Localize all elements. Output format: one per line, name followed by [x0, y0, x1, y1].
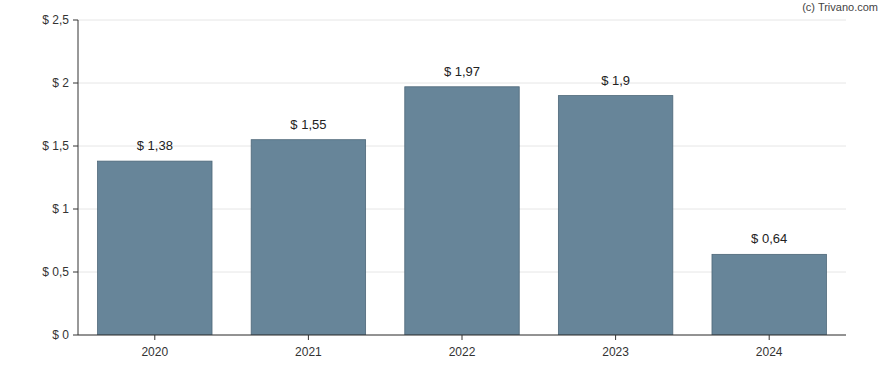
- annotation: (c) Trivano.com: [802, 1, 878, 13]
- y-tick-label: $ 1,5: [42, 139, 69, 153]
- x-tick-label: 2023: [602, 345, 629, 359]
- bars: [98, 87, 827, 335]
- y-tick: [73, 20, 78, 21]
- y-tick: [73, 146, 78, 147]
- bar: [405, 87, 519, 335]
- y-tick-label: $ 2,5: [42, 13, 69, 27]
- x-tick: [769, 335, 770, 340]
- x-tick: [462, 335, 463, 340]
- y-tick-label: $ 2: [52, 76, 69, 90]
- y-tick: [73, 209, 78, 210]
- x-tick-label: 2024: [756, 345, 783, 359]
- y-axis-line: [78, 20, 79, 335]
- chart-svg: $ 0 $ 0,5 $ 1 $ 1,5 $ 2 $ 2,5 2020 2021 2022 2023…: [0, 0, 888, 370]
- grid-line: [78, 83, 846, 84]
- x-tick: [154, 335, 155, 340]
- grid-line: [78, 20, 846, 21]
- x-tick: [308, 335, 309, 340]
- data-label: $ 1,9: [601, 73, 630, 88]
- y-tick: [73, 83, 78, 84]
- y-tick-label: $ 0: [52, 328, 69, 342]
- bar: [251, 140, 365, 335]
- y-tick-label: $ 1: [52, 202, 69, 216]
- y-tick-label: $ 0,5: [42, 265, 69, 279]
- chart-container: $ 0 $ 0,5 $ 1 $ 1,5 $ 2 $ 2,5 2020 2021 2022 2023…: [0, 0, 888, 370]
- x-tick: [615, 335, 616, 340]
- data-label: $ 1,55: [290, 117, 326, 132]
- x-tick-label: 2020: [141, 345, 168, 359]
- x-tick-label: 2022: [449, 345, 476, 359]
- x-tick-label: 2021: [295, 345, 322, 359]
- bar: [98, 161, 212, 335]
- bar: [712, 254, 826, 335]
- data-label: $ 1,38: [137, 138, 173, 153]
- data-label: $ 0,64: [751, 231, 787, 246]
- bar: [558, 96, 672, 335]
- y-tick: [73, 272, 78, 273]
- y-tick: [73, 335, 78, 336]
- data-label: $ 1,97: [444, 64, 480, 79]
